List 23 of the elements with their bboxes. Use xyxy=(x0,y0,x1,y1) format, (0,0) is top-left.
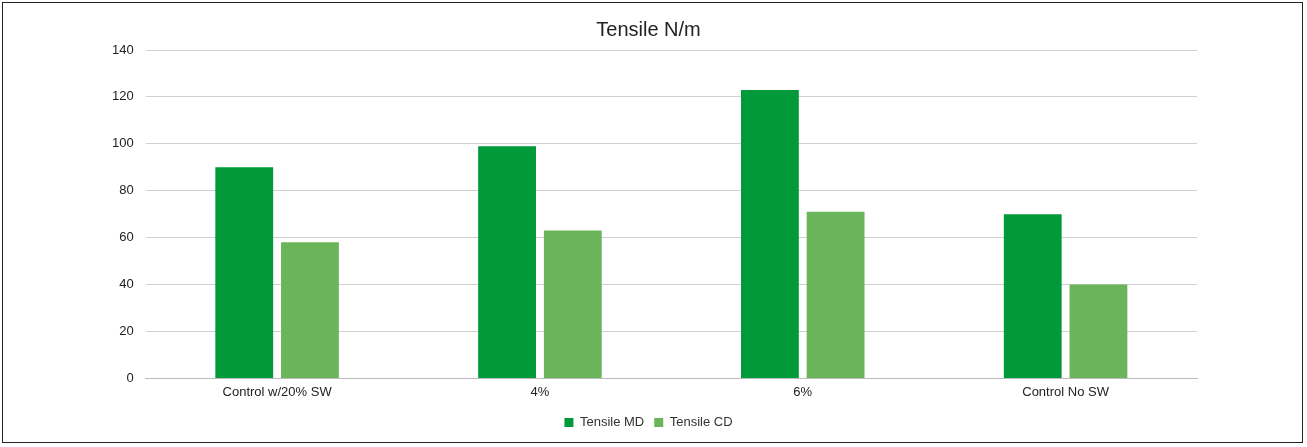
bar xyxy=(478,146,536,378)
x-tick-label: 6% xyxy=(793,383,813,399)
legend-label: Tensile MD xyxy=(579,414,645,430)
x-tick-label: Control No SW xyxy=(1022,383,1110,399)
bar xyxy=(1069,284,1128,378)
x-tick-label: 4% xyxy=(530,383,550,399)
y-tick-label: 80 xyxy=(119,182,134,198)
bar xyxy=(740,89,799,378)
y-tick-label: 20 xyxy=(119,323,134,339)
y-tick-label: 120 xyxy=(111,88,134,104)
bar xyxy=(1003,214,1062,378)
x-tick-label: Control w/20% SW xyxy=(222,383,333,399)
bar xyxy=(543,230,602,378)
y-tick-label: 100 xyxy=(111,135,134,151)
legend-label: Tensile CD xyxy=(669,414,733,430)
y-tick-label: 140 xyxy=(111,41,134,57)
y-tick-label: 0 xyxy=(126,369,134,385)
bar xyxy=(215,167,274,378)
chart-title: Tensile N/m xyxy=(596,17,701,40)
bar xyxy=(806,211,865,378)
y-tick-label: 40 xyxy=(119,276,134,292)
bar xyxy=(281,242,339,378)
y-tick-label: 60 xyxy=(119,229,134,245)
